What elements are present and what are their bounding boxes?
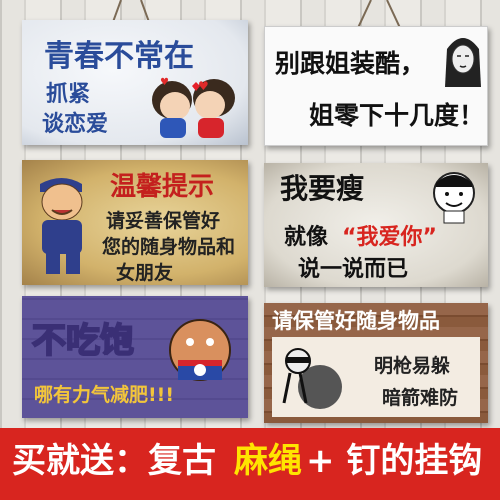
sign-eat-title: 不吃饱 [31, 321, 135, 361]
hanging-rope [386, 0, 401, 28]
hanging-rope [357, 0, 372, 28]
sign-lose-weight: 我要瘦 就像 “我爱你” 说一说而已 [264, 163, 488, 287]
sign-cool-sister: 别跟姐装酷， 姐零下十几度！ [264, 26, 488, 146]
heart-icon: ♥ [198, 79, 209, 93]
sign-lose-line4: 说一说而已 [298, 257, 409, 282]
sign-reminder-line2: 请妥善保管好 [106, 210, 221, 232]
uncle-character-illustration [40, 178, 83, 274]
promo-text-highlight: 麻绳 [234, 441, 302, 481]
sign-cool-line1: 别跟姐装酷， [275, 49, 426, 78]
sign-warm-reminder: 温馨提示 请妥善保管好 您的随身物品和 女朋友 [22, 160, 248, 285]
sign-lose-line3: “我爱你” [342, 225, 437, 250]
sign-youth-line2: 抓紧 [46, 82, 91, 107]
sign-belongings-line2: 明枪易躲 [374, 355, 451, 377]
sign-youth-title: 青春不常在 [44, 39, 194, 74]
sign-youth: 青春不常在 抓紧 谈恋爱 ♥ ♥ [22, 20, 248, 145]
sign-belongings-title: 请保管好随身物品 [272, 309, 440, 333]
promo-banner: 买就送：复古 麻绳 + 钉的挂钩 [0, 428, 500, 500]
meme-face-illustration [433, 172, 475, 224]
long-hair-man-illustration [445, 38, 481, 87]
sign-belongings: 请保管好随身物品 明枪易躲 暗箭难防 [264, 303, 488, 423]
sign-youth-line3: 谈恋爱 [42, 112, 109, 137]
sign-reminder-line4: 女朋友 [116, 262, 174, 284]
sign-reminder-title: 温馨提示 [110, 172, 215, 202]
sign-lose-line2: 就像 [284, 225, 329, 250]
sign-eat-full: 不吃饱 哪有力气减肥!!! [22, 296, 248, 418]
sign-belongings-line3: 暗箭难防 [382, 387, 459, 409]
kissing-couple-illustration [152, 79, 235, 138]
promo-text-part3: + 钉的挂钩 [306, 441, 483, 481]
sign-reminder-line3: 您的随身物品和 [102, 236, 236, 258]
sign-eat-line2: 哪有力气减肥!!! [34, 384, 174, 406]
sign-cool-line2: 姐零下十几度！ [309, 101, 485, 130]
sign-lose-title: 我要瘦 [280, 172, 365, 205]
chubby-hero-illustration [169, 319, 231, 381]
promo-text-part1: 买就送：复古 [12, 441, 216, 481]
thief-illustration [282, 348, 342, 409]
heart-icon: ♥ [160, 77, 169, 88]
